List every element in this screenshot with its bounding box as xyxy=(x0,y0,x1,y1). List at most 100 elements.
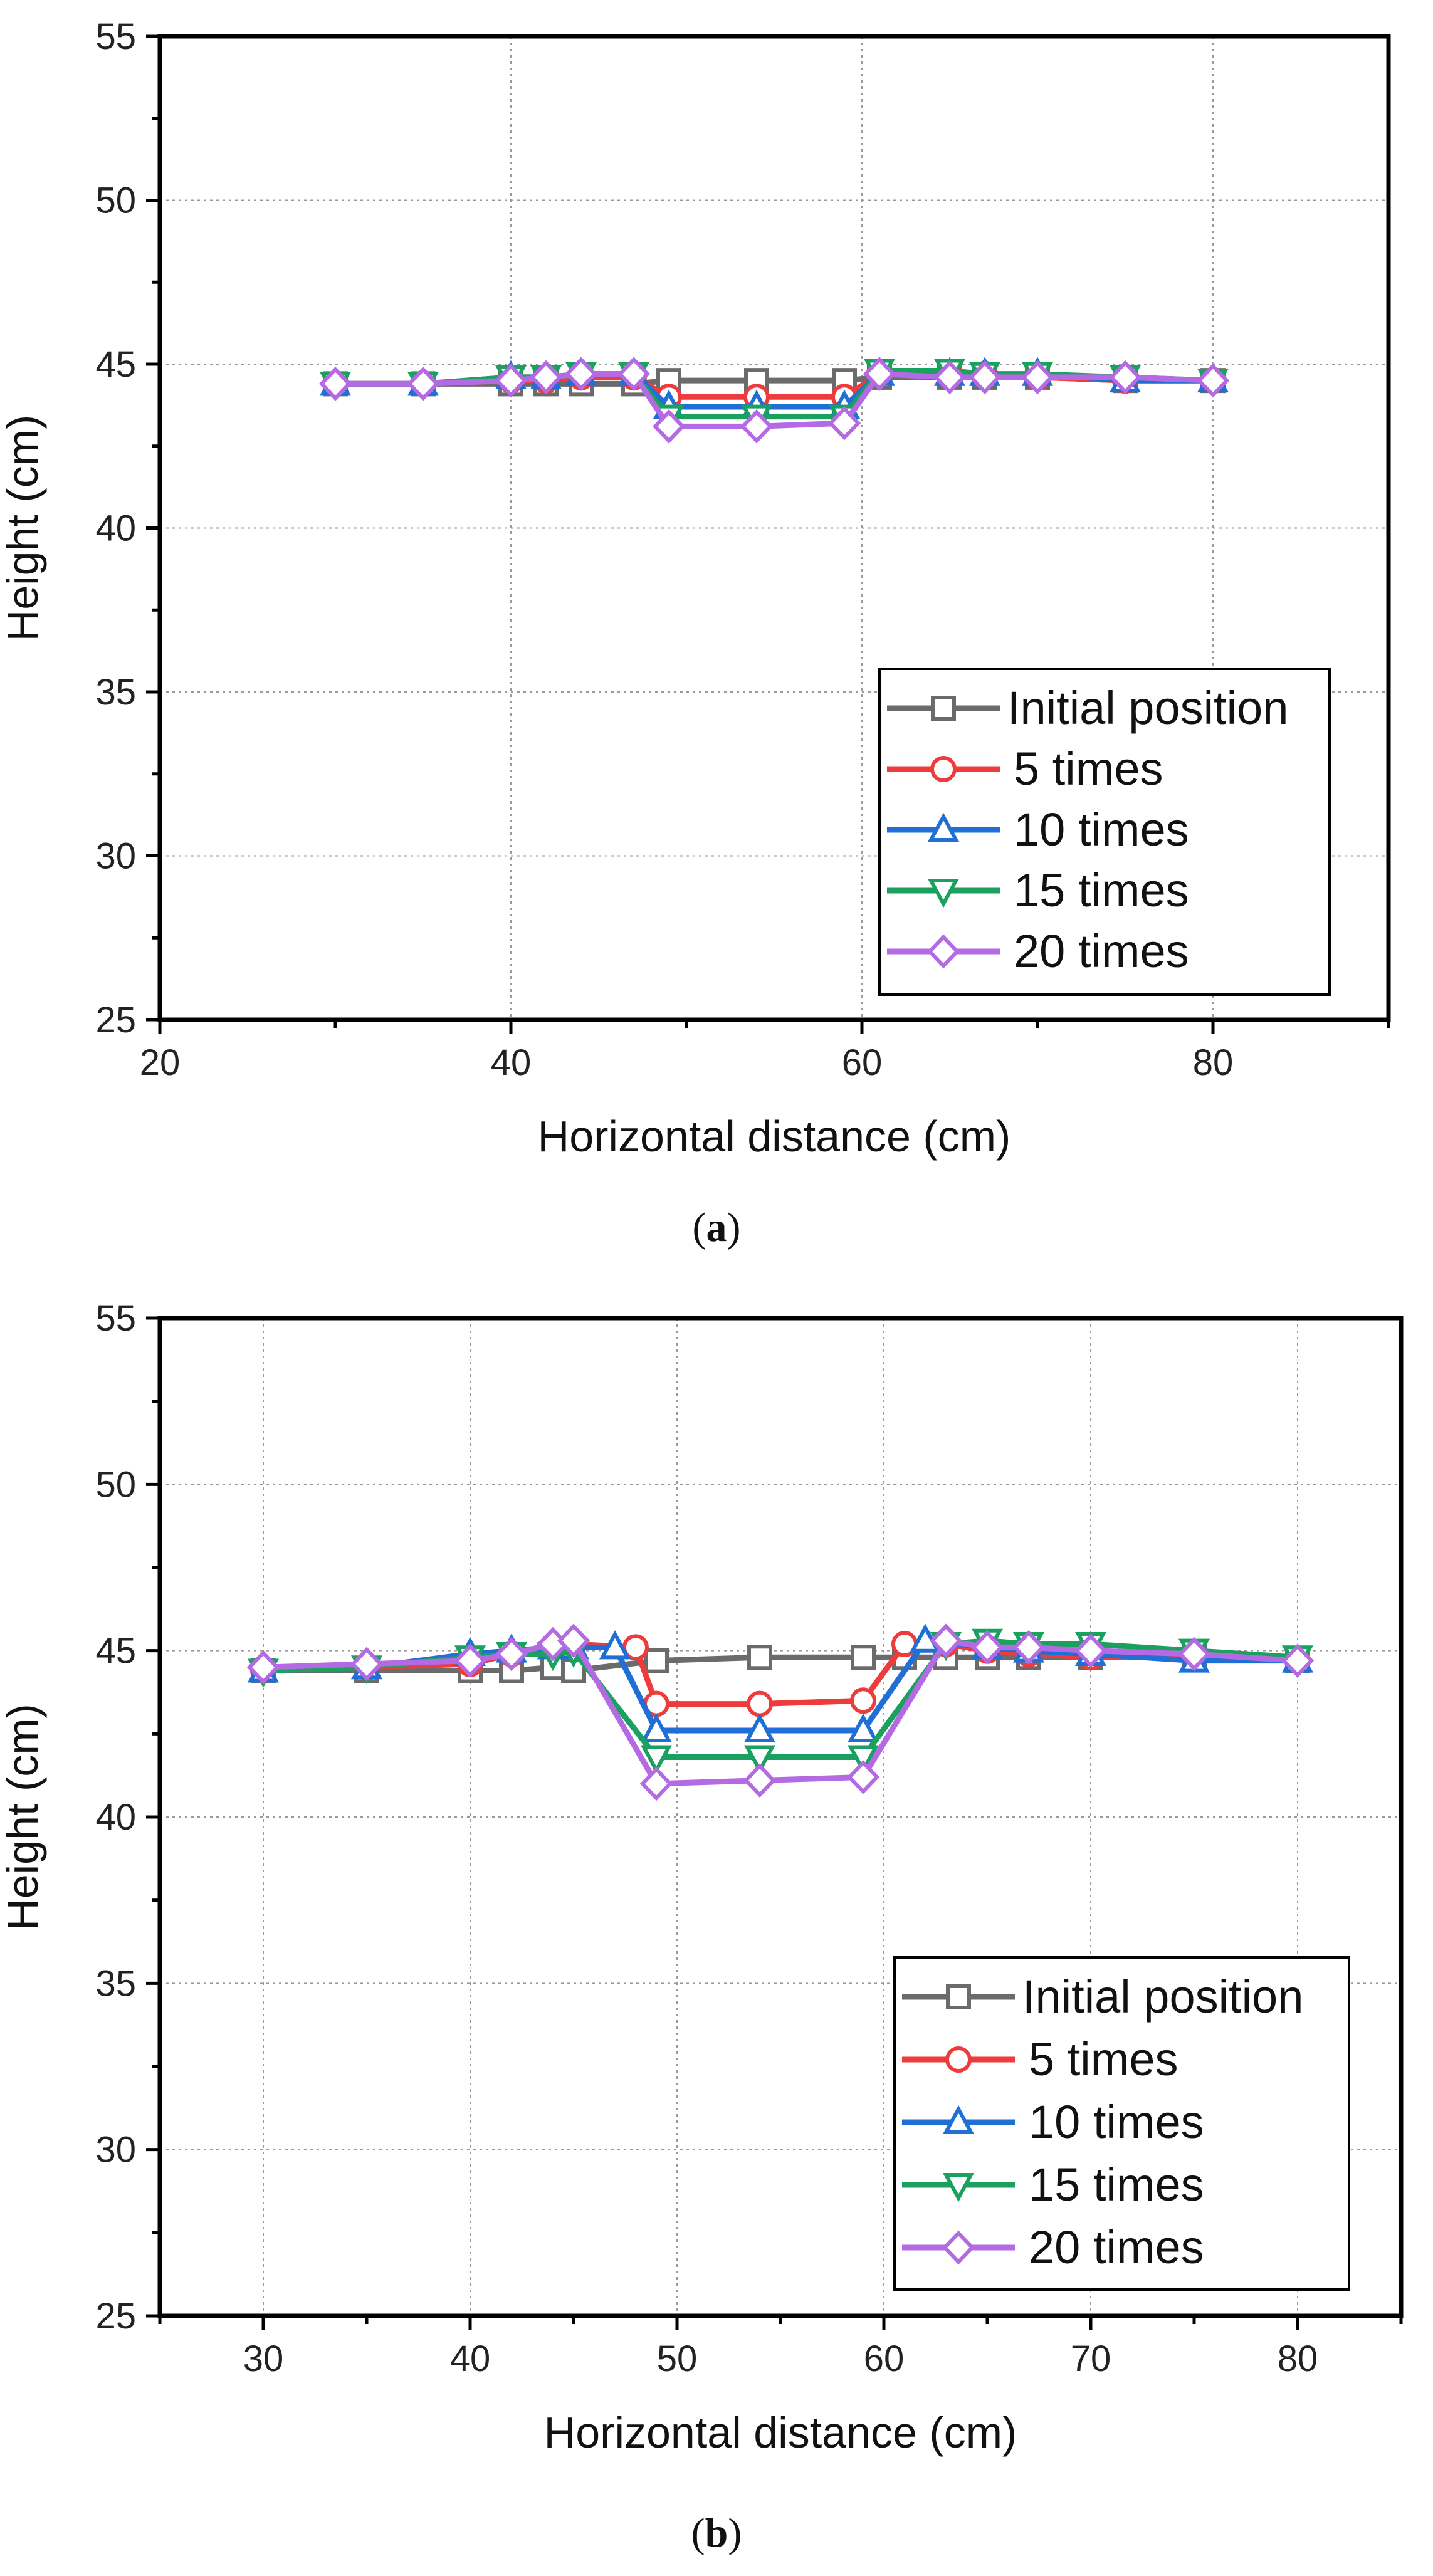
data-point xyxy=(743,1713,776,1743)
x-tick-label: 60 xyxy=(864,2338,905,2379)
y-tick-label: 40 xyxy=(95,508,136,549)
y-tick-label: 25 xyxy=(95,1000,136,1040)
data-point xyxy=(495,1636,528,1672)
legend-label: 5 times xyxy=(1029,2033,1178,2085)
chart-a-legend: Initial position 5 times 10 times 15 times 2… xyxy=(878,668,1331,996)
y-tick-label: 35 xyxy=(95,672,136,713)
y-tick-label: 50 xyxy=(95,1464,136,1505)
legend-marker xyxy=(927,812,960,842)
data-point xyxy=(617,357,651,392)
data-point xyxy=(599,1630,631,1660)
chart-b-y-axis-title: Height (cm) xyxy=(0,1704,47,1930)
caption-letter: a xyxy=(706,1205,727,1250)
legend-marker xyxy=(927,879,960,908)
data-point xyxy=(406,367,440,401)
data-point xyxy=(1196,363,1230,398)
chart-a-series-4 xyxy=(318,357,1230,444)
data-point xyxy=(743,1763,777,1798)
legend-marker xyxy=(942,2105,975,2134)
data-point xyxy=(1021,360,1054,395)
chart-b-caption: (b) xyxy=(691,2510,742,2556)
y-tick-label: 45 xyxy=(95,1631,136,1672)
data-point xyxy=(847,1713,879,1743)
data-point xyxy=(644,1648,669,1673)
chart-a-y-axis-title: Height (cm) xyxy=(0,415,47,642)
data-point xyxy=(743,1745,776,1774)
y-tick-label: 35 xyxy=(95,1963,136,2004)
x-tick-label: 70 xyxy=(1071,2338,1111,2379)
y-tick-label: 30 xyxy=(95,836,136,877)
legend-marker xyxy=(946,1984,971,2009)
chart-b-series-4 xyxy=(246,1623,1315,1801)
data-point xyxy=(557,1623,591,1658)
data-point xyxy=(827,406,861,441)
data-point xyxy=(747,1645,772,1670)
series-line-10-times xyxy=(263,1638,1298,1734)
chart-b-series-2 xyxy=(247,1623,1314,1743)
caption-letter: b xyxy=(705,2510,728,2556)
data-point xyxy=(846,1759,880,1794)
data-point xyxy=(850,1687,876,1714)
legend-marker xyxy=(926,934,960,969)
y-tick-label: 55 xyxy=(95,1298,136,1339)
x-tick-label: 50 xyxy=(657,2338,698,2379)
data-point xyxy=(622,1634,649,1661)
legend-label: 20 times xyxy=(1029,2221,1204,2273)
data-point xyxy=(740,409,774,444)
legend-label: Initial position xyxy=(1022,1971,1303,2023)
data-point xyxy=(847,1745,879,1774)
chart-b: 30 40 50 60 70 80 25 30 35 40 45 50 55 Horizontal dis… xyxy=(0,1298,1404,2556)
y-tick-label: 25 xyxy=(95,2296,136,2337)
y-tick-label: 40 xyxy=(95,1797,136,1838)
data-point xyxy=(652,409,686,444)
chart-a-caption: (a) xyxy=(693,1205,741,1250)
data-point xyxy=(929,1623,963,1658)
data-point xyxy=(970,1630,1004,1665)
legend-marker xyxy=(930,756,957,782)
data-point xyxy=(529,360,563,395)
data-point xyxy=(1012,1630,1046,1665)
data-point xyxy=(564,357,598,392)
legend-label: 20 times xyxy=(1014,925,1189,977)
legend-marker xyxy=(942,2173,975,2202)
data-point xyxy=(453,1643,487,1678)
data-point xyxy=(640,1713,673,1743)
chart-a-x-axis-title: Horizontal distance (cm) xyxy=(538,1112,1011,1161)
x-tick-label: 40 xyxy=(450,2338,491,2379)
data-point xyxy=(863,357,896,392)
series-line-20-times xyxy=(263,1638,1298,1787)
data-point xyxy=(246,1650,280,1685)
data-point xyxy=(318,367,352,401)
x-tick-label: 20 xyxy=(140,1042,181,1083)
data-point xyxy=(1177,1636,1211,1672)
y-tick-label: 50 xyxy=(95,181,136,221)
data-point xyxy=(639,1766,673,1801)
data-point xyxy=(494,363,528,398)
legend-marker xyxy=(945,2046,972,2073)
legend-label: 10 times xyxy=(1029,2096,1204,2148)
data-point xyxy=(640,1745,673,1774)
data-point xyxy=(747,1690,773,1717)
legend-label: Initial position xyxy=(1007,682,1288,734)
x-tick-label: 80 xyxy=(1278,2338,1318,2379)
caption-open: ( xyxy=(693,1205,706,1250)
x-tick-label: 80 xyxy=(1193,1042,1234,1083)
legend-marker xyxy=(942,2230,975,2265)
data-point xyxy=(1074,1633,1108,1668)
data-point xyxy=(1281,1643,1315,1678)
data-point xyxy=(968,360,1002,395)
data-point xyxy=(933,360,967,395)
data-point xyxy=(350,1647,384,1682)
caption-open: ( xyxy=(691,2510,705,2556)
caption-close: ) xyxy=(728,2510,742,2556)
data-point xyxy=(1108,360,1142,395)
caption-close: ) xyxy=(727,1205,741,1250)
chart-a-series-2 xyxy=(319,357,1229,419)
x-tick-label: 60 xyxy=(842,1042,883,1083)
legend-marker xyxy=(931,696,956,721)
y-tick-label: 55 xyxy=(95,16,136,57)
data-point xyxy=(851,1645,876,1670)
chart-a: 20 40 60 80 25 30 35 40 45 50 55 Horizontal distanc… xyxy=(0,16,1391,1250)
x-tick-label: 30 xyxy=(243,2338,284,2379)
